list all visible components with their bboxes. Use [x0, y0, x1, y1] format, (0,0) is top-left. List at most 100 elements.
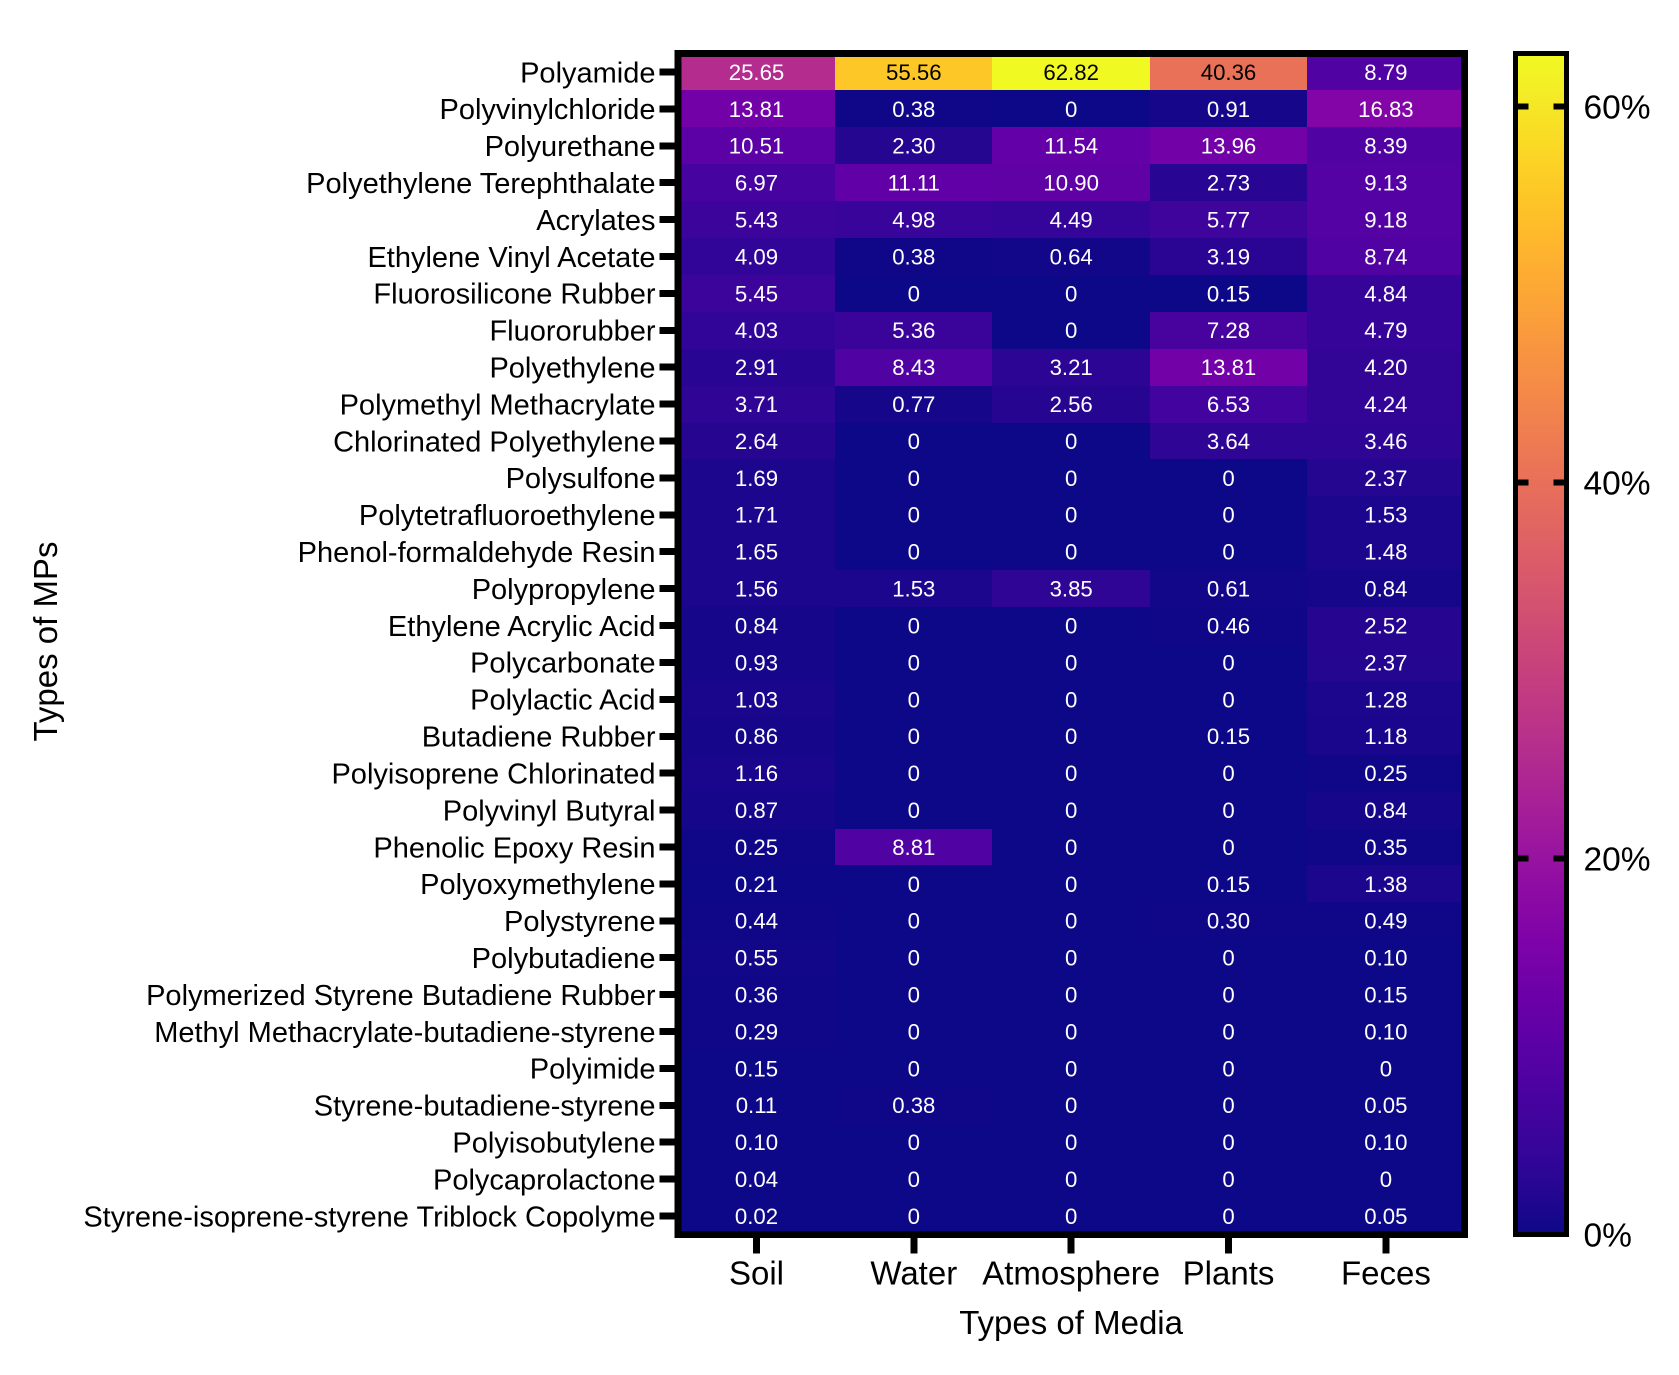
svg-text:2.37: 2.37 — [1364, 650, 1407, 675]
svg-text:Water: Water — [870, 1255, 957, 1292]
svg-text:0: 0 — [1222, 798, 1234, 823]
svg-text:5.77: 5.77 — [1207, 208, 1250, 233]
svg-text:0.38: 0.38 — [892, 1093, 935, 1118]
svg-text:0.35: 0.35 — [1364, 835, 1407, 860]
svg-text:0: 0 — [1065, 909, 1077, 934]
svg-text:0: 0 — [1065, 97, 1077, 122]
svg-text:0: 0 — [908, 1204, 920, 1229]
svg-text:0.10: 0.10 — [735, 1130, 778, 1155]
svg-text:0.10: 0.10 — [1364, 1019, 1407, 1044]
svg-text:0.93: 0.93 — [735, 650, 778, 675]
svg-text:4.24: 4.24 — [1364, 392, 1407, 417]
svg-text:2.73: 2.73 — [1207, 171, 1250, 196]
svg-text:0.04: 0.04 — [735, 1167, 778, 1192]
svg-text:0: 0 — [1065, 1167, 1077, 1192]
svg-text:0: 0 — [1222, 1130, 1234, 1155]
svg-text:Soil: Soil — [729, 1255, 784, 1292]
svg-text:9.18: 9.18 — [1364, 208, 1407, 233]
svg-text:0: 0 — [908, 1019, 920, 1044]
svg-text:0.10: 0.10 — [1364, 946, 1407, 971]
svg-text:25.65: 25.65 — [729, 60, 785, 85]
svg-text:0: 0 — [908, 540, 920, 565]
svg-text:0: 0 — [1222, 540, 1234, 565]
svg-text:0: 0 — [908, 983, 920, 1008]
svg-text:0: 0 — [908, 946, 920, 971]
svg-text:Polycarbonate: Polycarbonate — [470, 648, 655, 680]
svg-text:40%: 40% — [1584, 465, 1651, 502]
svg-text:2.91: 2.91 — [735, 355, 778, 380]
svg-text:0: 0 — [908, 761, 920, 786]
svg-text:Phenolic Epoxy Resin: Phenolic Epoxy Resin — [373, 832, 655, 864]
svg-text:2.56: 2.56 — [1050, 392, 1093, 417]
svg-text:1.65: 1.65 — [735, 540, 778, 565]
svg-text:2.30: 2.30 — [892, 134, 935, 159]
svg-text:Types of Media: Types of Media — [959, 1304, 1183, 1341]
svg-text:Feces: Feces — [1341, 1255, 1431, 1292]
svg-text:0.64: 0.64 — [1050, 244, 1093, 269]
svg-text:0: 0 — [908, 1130, 920, 1155]
svg-text:0.77: 0.77 — [892, 392, 935, 417]
svg-text:Ethylene Acrylic Acid: Ethylene Acrylic Acid — [388, 611, 656, 643]
svg-text:0: 0 — [1065, 761, 1077, 786]
svg-text:0: 0 — [1222, 946, 1234, 971]
svg-text:Polybutadiene: Polybutadiene — [472, 943, 656, 975]
svg-text:0.25: 0.25 — [1364, 761, 1407, 786]
svg-text:4.20: 4.20 — [1364, 355, 1407, 380]
svg-text:0: 0 — [1222, 1204, 1234, 1229]
svg-text:0.38: 0.38 — [892, 244, 935, 269]
svg-text:Polytetrafluoroethylene: Polytetrafluoroethylene — [359, 500, 656, 532]
svg-text:0.25: 0.25 — [735, 835, 778, 860]
svg-text:1.18: 1.18 — [1364, 724, 1407, 749]
svg-text:1.53: 1.53 — [892, 577, 935, 602]
svg-text:6.97: 6.97 — [735, 171, 778, 196]
svg-text:13.81: 13.81 — [729, 97, 785, 122]
svg-text:4.49: 4.49 — [1050, 208, 1093, 233]
svg-text:Polyurethane: Polyurethane — [485, 131, 656, 163]
svg-text:Styrene-butadiene-styrene: Styrene-butadiene-styrene — [314, 1091, 656, 1123]
svg-text:0: 0 — [1065, 1204, 1077, 1229]
svg-text:0.38: 0.38 — [892, 97, 935, 122]
svg-text:8.74: 8.74 — [1364, 244, 1407, 269]
svg-text:1.28: 1.28 — [1364, 687, 1407, 712]
svg-text:16.83: 16.83 — [1358, 97, 1414, 122]
svg-text:0.10: 0.10 — [1364, 1130, 1407, 1155]
svg-text:0: 0 — [1222, 503, 1234, 528]
svg-text:9.13: 9.13 — [1364, 171, 1407, 196]
svg-text:0: 0 — [908, 1167, 920, 1192]
svg-text:1.48: 1.48 — [1364, 540, 1407, 565]
svg-text:0.84: 0.84 — [735, 613, 778, 638]
svg-text:0: 0 — [1065, 540, 1077, 565]
svg-text:4.84: 4.84 — [1364, 281, 1407, 306]
svg-text:Polyamide: Polyamide — [520, 57, 655, 89]
svg-text:20%: 20% — [1584, 841, 1651, 878]
svg-text:3.85: 3.85 — [1050, 577, 1093, 602]
svg-text:6.53: 6.53 — [1207, 392, 1250, 417]
svg-text:0: 0 — [908, 872, 920, 897]
svg-text:0.87: 0.87 — [735, 798, 778, 823]
svg-text:Polystyrene: Polystyrene — [504, 906, 656, 938]
svg-text:0: 0 — [1222, 1019, 1234, 1044]
svg-text:0.15: 0.15 — [1364, 983, 1407, 1008]
svg-text:4.03: 4.03 — [735, 318, 778, 343]
svg-text:4.09: 4.09 — [735, 244, 778, 269]
svg-text:Polyvinyl Butyral: Polyvinyl Butyral — [443, 795, 656, 827]
svg-text:0.49: 0.49 — [1364, 909, 1407, 934]
svg-text:0: 0 — [1065, 872, 1077, 897]
svg-text:0: 0 — [908, 1056, 920, 1081]
svg-text:0: 0 — [1065, 687, 1077, 712]
svg-text:0: 0 — [1065, 835, 1077, 860]
svg-text:0: 0 — [1065, 1130, 1077, 1155]
svg-text:0.15: 0.15 — [1207, 281, 1250, 306]
svg-text:Polymerized Styrene Butadiene: Polymerized Styrene Butadiene Rubber — [146, 980, 656, 1012]
svg-text:0.36: 0.36 — [735, 983, 778, 1008]
svg-text:0: 0 — [1380, 1056, 1392, 1081]
svg-text:0.86: 0.86 — [735, 724, 778, 749]
svg-text:1.71: 1.71 — [735, 503, 778, 528]
svg-text:1.69: 1.69 — [735, 466, 778, 491]
svg-text:Styrene-isoprene-styrene Tribl: Styrene-isoprene-styrene Triblock Copoly… — [83, 1201, 655, 1233]
svg-text:3.64: 3.64 — [1207, 429, 1250, 454]
svg-text:13.81: 13.81 — [1201, 355, 1257, 380]
svg-text:0: 0 — [1222, 650, 1234, 675]
svg-text:0: 0 — [1222, 1056, 1234, 1081]
svg-text:Polycaprolactone: Polycaprolactone — [433, 1164, 655, 1196]
